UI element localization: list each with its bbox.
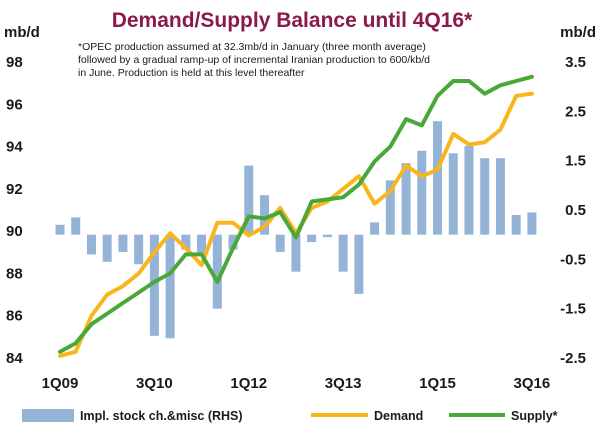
stock-change-bar: [417, 150, 427, 235]
left-tick-label: 84: [6, 350, 23, 367]
stock-change-bar: [181, 234, 191, 250]
stock-change-bar: [244, 165, 254, 235]
footnote-line-1: *OPEC production assumed at 32.3mb/d in …: [78, 41, 426, 53]
right-axis-unit: mb/d: [560, 24, 596, 41]
stock-change-bar: [527, 212, 537, 235]
right-tick-label: -0.5: [560, 251, 586, 268]
legend-label-bars: Impl. stock ch.&misc (RHS): [80, 409, 243, 423]
stock-change-bar: [165, 234, 175, 339]
left-tick-label: 90: [6, 223, 23, 240]
stock-change-bars: [55, 121, 537, 339]
left-axis-unit: mb/d: [4, 24, 40, 41]
stock-change-bar: [322, 234, 332, 238]
stock-change-bar: [134, 234, 144, 265]
x-tick-label: 1Q15: [419, 375, 456, 392]
stock-change-bar: [370, 222, 380, 235]
stock-change-bar: [118, 234, 128, 252]
supply-line: [58, 74, 534, 354]
right-tick-label: -2.5: [560, 350, 586, 367]
stock-change-bar: [338, 234, 348, 272]
stock-change-bar: [480, 158, 490, 235]
right-axis-ticks: 3.5 2.5 1.5 0.5 -0.5 -1.5 -2.5: [560, 54, 586, 367]
x-tick-label: 3Q13: [325, 375, 362, 392]
stock-change-bar: [86, 234, 96, 255]
right-tick-label: 3.5: [565, 54, 586, 71]
stock-change-bar: [354, 234, 364, 294]
stock-change-bar: [385, 180, 395, 235]
x-tick-label: 3Q10: [136, 375, 173, 392]
demand-line: [58, 91, 534, 358]
stock-change-bar: [495, 158, 505, 235]
x-axis-ticks: 1Q09 3Q10 1Q12 3Q13 1Q15 3Q16: [42, 375, 551, 392]
legend-label-demand: Demand: [374, 409, 423, 423]
footnote-line-3: in June. Production is held at this leve…: [78, 67, 305, 79]
stock-change-bar: [511, 214, 521, 235]
x-tick-label: 3Q16: [514, 375, 551, 392]
left-axis-ticks: 98 96 94 92 90 88 86 84: [6, 54, 23, 367]
left-tick-label: 94: [6, 139, 23, 156]
left-tick-label: 98: [6, 54, 23, 71]
stock-change-bar: [448, 153, 458, 235]
legend-label-supply: Supply*: [511, 409, 558, 423]
x-tick-label: 1Q09: [42, 375, 79, 392]
left-tick-label: 92: [6, 181, 23, 198]
stock-change-bar: [212, 234, 222, 309]
stock-change-bar: [401, 163, 411, 235]
stock-change-bar: [55, 224, 65, 235]
x-tick-label: 1Q12: [230, 375, 267, 392]
stock-change-bar: [433, 121, 443, 235]
left-tick-label: 88: [6, 265, 23, 282]
right-tick-label: -1.5: [560, 301, 586, 318]
stock-change-bar: [464, 145, 474, 235]
demand-supply-lines: [58, 74, 534, 358]
footnote-line-2: followed by a gradual ramp-up of increme…: [78, 54, 430, 66]
stock-change-bar: [275, 234, 285, 252]
stock-change-bar: [102, 234, 112, 262]
stock-change-bar: [197, 234, 207, 255]
legend-swatch-bars: [22, 409, 74, 422]
right-tick-label: 1.5: [565, 153, 586, 170]
left-tick-label: 96: [6, 96, 23, 113]
stock-change-bar: [291, 234, 301, 272]
stock-change-bar: [71, 217, 81, 235]
stock-change-bar: [149, 234, 159, 336]
right-tick-label: 2.5: [565, 103, 586, 120]
stock-change-bar: [307, 234, 317, 243]
legend: Impl. stock ch.&misc (RHS) Demand Supply…: [22, 409, 558, 423]
stock-change-bar: [259, 195, 269, 235]
left-tick-label: 86: [6, 308, 23, 325]
chart-title: Demand/Supply Balance until 4Q16*: [112, 9, 473, 32]
right-tick-label: 0.5: [565, 202, 586, 219]
stock-change-bar: [228, 234, 238, 250]
